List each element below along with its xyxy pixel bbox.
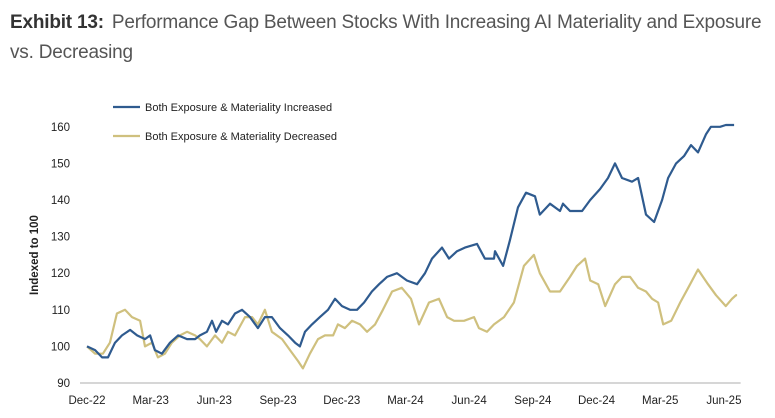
y-tick-label: 110 bbox=[52, 305, 70, 317]
y-tick-label: 120 bbox=[51, 268, 70, 280]
x-tick-label: Mar-23 bbox=[132, 395, 168, 407]
x-tick-label: Mar-25 bbox=[642, 395, 678, 407]
x-axis: Dec-22 Mar-23 Jun-23 Sep-23 Dec-23 Mar-24 Jun-… bbox=[68, 395, 741, 407]
y-tick-label: 130 bbox=[51, 232, 70, 244]
legend-label: Both Exposure & Materiality Increased bbox=[145, 102, 332, 114]
x-tick-label: Sep-24 bbox=[514, 395, 552, 407]
x-tick-label: Dec-23 bbox=[323, 395, 360, 407]
legend-label: Both Exposure & Materiality Decreased bbox=[145, 131, 337, 143]
chart-title: Exhibit 13: Performance Gap Between Stock… bbox=[10, 8, 770, 68]
y-tick-label: 140 bbox=[51, 195, 70, 207]
series-line-decreased bbox=[86, 253, 738, 370]
legend: Both Exposure & Materiality Increased Bot… bbox=[113, 102, 337, 143]
x-tick-label: Mar-24 bbox=[387, 395, 424, 407]
x-tick-label: Jun-24 bbox=[452, 395, 488, 407]
title-text: Performance Gap Between Stocks With Incr… bbox=[10, 12, 762, 63]
y-tick-label: 90 bbox=[57, 378, 70, 390]
y-tick-label: 100 bbox=[51, 341, 70, 353]
y-tick-label: 150 bbox=[51, 158, 70, 170]
exhibit-label: Exhibit 13: bbox=[10, 12, 104, 33]
x-tick-label: Jun-23 bbox=[197, 395, 232, 407]
x-tick-label: Jun-25 bbox=[706, 395, 741, 407]
x-tick-label: Dec-24 bbox=[578, 395, 616, 407]
series-line-increased bbox=[86, 123, 735, 359]
x-tick-label: Sep-23 bbox=[260, 395, 297, 407]
series-lines bbox=[86, 123, 738, 370]
y-axis-label: Indexed to 100 bbox=[29, 215, 41, 295]
y-axis: 90 100 110 120 130 140 150 160 bbox=[51, 122, 70, 390]
x-tick-label: Dec-22 bbox=[68, 395, 105, 407]
y-tick-label: 160 bbox=[51, 122, 70, 134]
